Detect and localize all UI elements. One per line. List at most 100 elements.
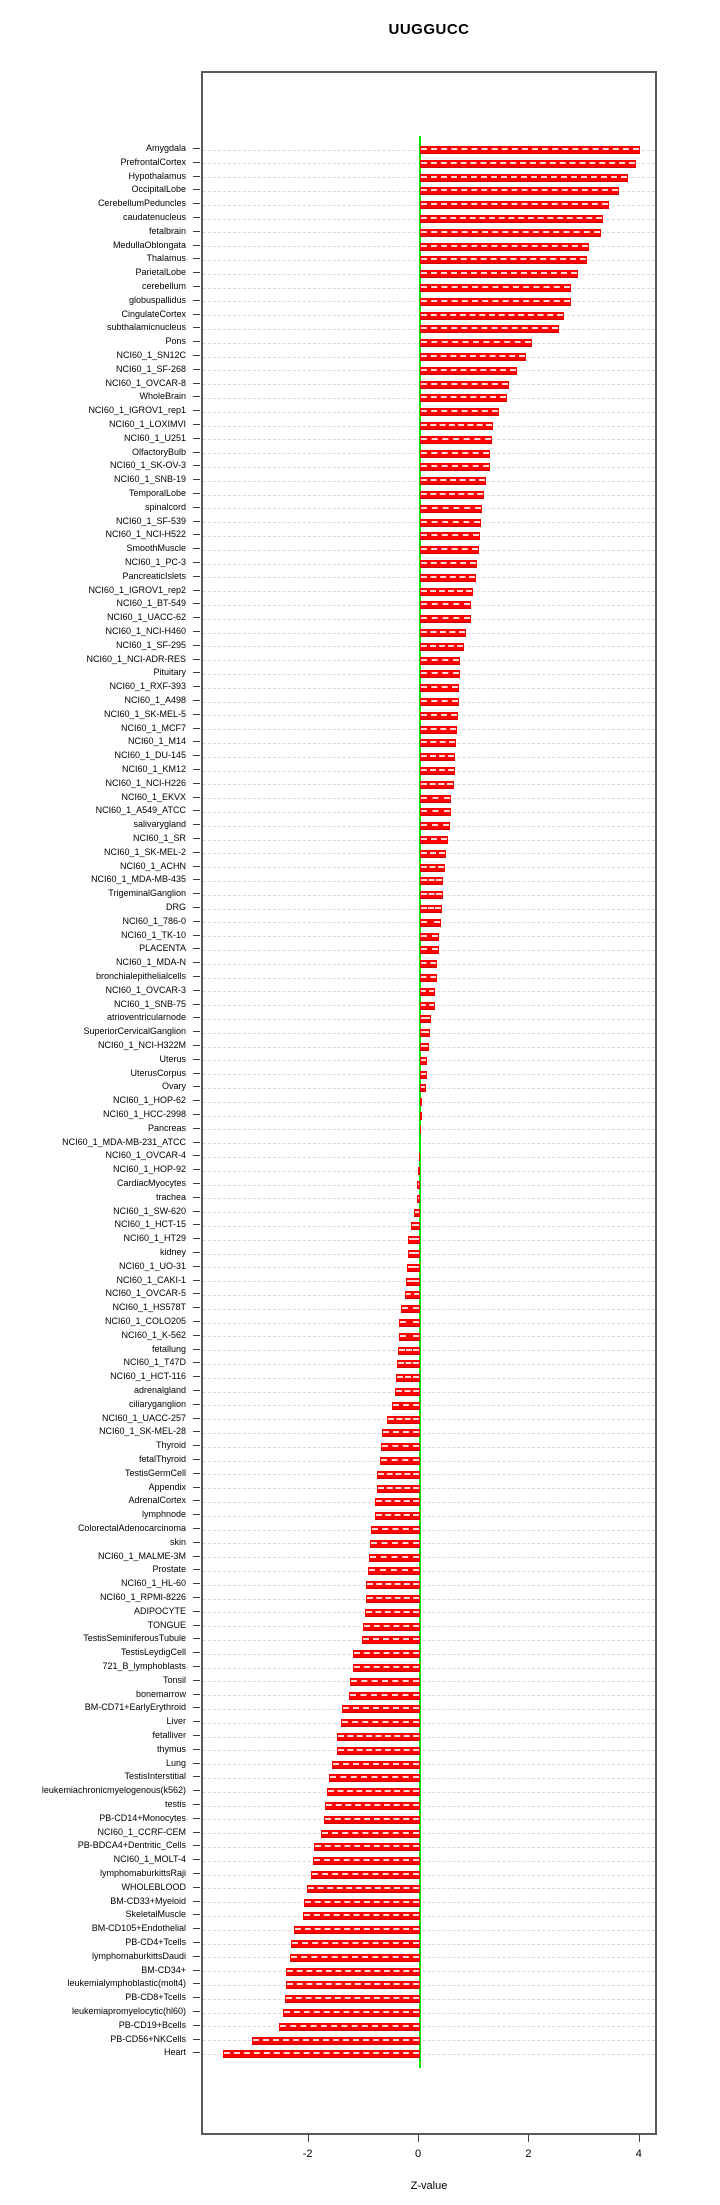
bar-grid-overlay: [286, 1983, 419, 1986]
bar-grid-overlay: [421, 396, 507, 399]
bar: [289, 1953, 420, 1962]
y-tick-label: thymus: [156, 1743, 186, 1754]
bar: [420, 201, 610, 210]
bar-grid-overlay: [285, 1997, 419, 2000]
gridline: [203, 1405, 655, 1407]
x-tick-label: 4: [635, 2148, 642, 2160]
bar: [420, 491, 485, 499]
y-tick-label: leukemialymphoblastic(molt4): [67, 1978, 186, 1989]
y-tick-label: SuperiorCervicalGanglion: [83, 1026, 186, 1037]
y-tick-label: NCI60_1_IGROV1_rep1: [88, 405, 186, 416]
y-axis-tick: [193, 1804, 200, 1805]
bar: [420, 532, 480, 541]
bar: [420, 518, 481, 527]
y-axis-tick: [193, 962, 200, 964]
bar: [420, 463, 490, 472]
y-tick-label: NCI60_1_SK-MEL-5: [103, 708, 186, 719]
bar: [420, 725, 457, 734]
gridline: [203, 1708, 655, 1710]
bar-grid-overlay: [421, 327, 558, 330]
bar-grid-overlay: [421, 948, 438, 951]
x-axis-tick: [528, 2135, 530, 2142]
bar-grid-overlay: [421, 382, 509, 385]
y-tick-label: NCI60_1_HS578T: [112, 1302, 186, 1313]
y-axis-tick: [193, 368, 200, 370]
y-axis-tick: [193, 1735, 200, 1736]
y-tick-label: BM-CD71+EarlyErythroid: [84, 1702, 186, 1713]
y-axis-tick: [193, 1983, 200, 1985]
y-axis-tick: [193, 1942, 200, 1943]
gridline: [203, 1225, 655, 1227]
y-axis-tick: [193, 2024, 200, 2026]
bar: [341, 1719, 420, 1728]
gridline: [203, 1750, 655, 1752]
y-tick-label: NCI60_1_786-0: [122, 915, 186, 926]
bar: [371, 1526, 420, 1534]
bar-grid-overlay: [421, 1086, 425, 1089]
y-tick-label: ciliaryganglion: [128, 1398, 186, 1409]
bar: [282, 2009, 420, 2017]
bar: [420, 891, 443, 900]
y-axis-tick: [193, 1086, 200, 1088]
bar: [420, 684, 460, 693]
y-tick-label: SkeletalMuscle: [125, 1909, 186, 1920]
bar-grid-overlay: [421, 920, 440, 923]
bar-grid-overlay: [421, 217, 603, 219]
bar-grid-overlay: [315, 1845, 419, 1848]
bar: [420, 380, 510, 389]
bar-grid-overlay: [295, 1928, 419, 1931]
y-tick-label: fetalThyroid: [138, 1454, 186, 1464]
y-axis-tick: [193, 1390, 200, 1391]
bar: [381, 1443, 420, 1452]
gridline: [203, 1860, 655, 1862]
bar: [367, 1567, 420, 1576]
y-tick-label: TemporalLobe: [128, 488, 186, 498]
y-axis-tick: [193, 299, 200, 301]
y-tick-label: 721_B_lymphoblasts: [102, 1661, 186, 1671]
bar-grid-overlay: [253, 2038, 419, 2041]
y-axis-tick: [193, 644, 200, 646]
gridline: [203, 1474, 655, 1476]
y-tick-label: NCI60_1_NCI-H460: [105, 626, 186, 636]
bar: [420, 587, 473, 596]
y-axis-tick: [193, 313, 200, 315]
bar: [420, 394, 508, 403]
x-axis-tick: [307, 2135, 309, 2142]
bar-grid-overlay: [372, 1528, 419, 1530]
bar: [420, 905, 443, 913]
y-axis-tick: [193, 1403, 200, 1405]
bar-grid-overlay: [418, 1183, 419, 1185]
bar: [420, 946, 439, 955]
y-tick-label: NCI60_1_M14: [127, 736, 186, 747]
y-axis-tick: [193, 1279, 200, 1281]
bar: [420, 780, 454, 789]
gridline: [203, 1156, 655, 1158]
bar-grid-overlay: [421, 796, 451, 799]
y-tick-label: NCI60_1_SR: [132, 833, 186, 843]
bar: [286, 1967, 420, 1976]
bar-grid-overlay: [364, 1624, 419, 1627]
gridline: [203, 1915, 655, 1917]
bar-grid-overlay: [283, 2011, 419, 2013]
y-axis-tick: [193, 1610, 200, 1612]
bar-grid-overlay: [382, 1445, 419, 1448]
bar-grid-overlay: [353, 1666, 419, 1668]
y-axis-tick: [193, 824, 200, 826]
bar: [294, 1926, 420, 1935]
y-axis-tick: [193, 810, 200, 812]
bar-grid-overlay: [338, 1735, 419, 1737]
bar: [313, 1857, 420, 1866]
bar-grid-overlay: [395, 1390, 419, 1392]
y-tick-label: fetalbrain: [148, 225, 186, 236]
gridline: [203, 1667, 655, 1669]
y-tick-label: NCI60_1_SF-295: [115, 639, 186, 650]
bar: [314, 1843, 420, 1852]
bar-grid-overlay: [279, 2024, 419, 2027]
y-axis-tick: [193, 1583, 200, 1585]
y-tick-label: TestisGermCell: [124, 1467, 186, 1478]
y-axis-tick: [193, 686, 200, 688]
gridline: [203, 1736, 655, 1738]
y-tick-label: AdrenalCortex: [128, 1495, 186, 1506]
bar: [420, 601, 472, 610]
